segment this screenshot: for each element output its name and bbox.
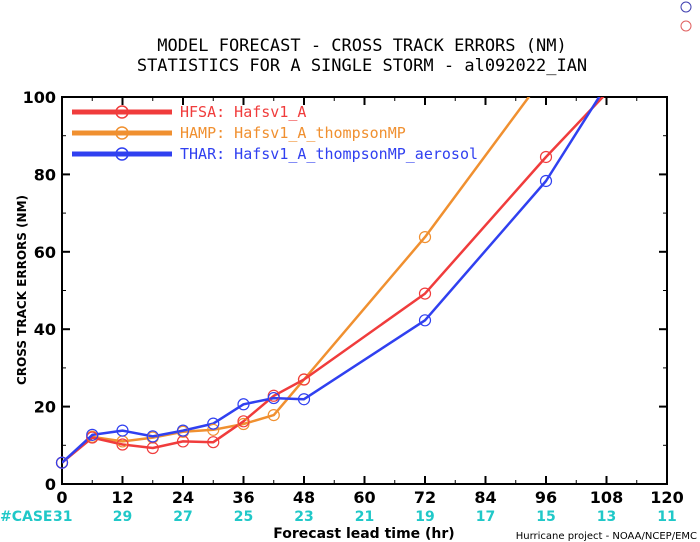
data-point-hfsa	[86, 431, 99, 444]
data-point-hfsa	[146, 441, 159, 455]
data-point-thar	[116, 424, 129, 437]
case-count: 25	[234, 509, 253, 525]
case-counts: 31 29 27 25 23 21 19 17 15 13 11	[53, 509, 677, 525]
y-tick-label: 40	[34, 320, 56, 339]
legend-label-hfsa: HFSA: Hafsv1_A	[180, 103, 306, 121]
case-count: 17	[476, 509, 495, 525]
y-tick-label: 60	[34, 243, 56, 262]
data-point-hamp	[207, 423, 220, 436]
data-point-hfsa	[207, 436, 220, 449]
case-count: 15	[536, 509, 555, 525]
case-count: 21	[355, 509, 374, 525]
data-point-thar	[86, 428, 99, 441]
case-count: 31	[53, 509, 72, 525]
data-point-thar	[267, 391, 280, 405]
data-point-thar	[146, 430, 159, 443]
data-point-thar	[176, 424, 190, 437]
legend: HFSA: Hafsv1_A HAMP: Hafsv1_A_thompsonMP T…	[72, 103, 478, 163]
y-axis: 0 20 40 60 80 100	[23, 88, 667, 494]
case-label: #CASE	[0, 509, 53, 525]
x-tick-label: 12	[111, 488, 133, 507]
data-point-hfsa	[116, 438, 129, 451]
legend-label-hamp: HAMP: Hafsv1_A_thompsonMP	[180, 124, 406, 142]
y-tick-label: 100	[23, 88, 56, 107]
data-point-hfsa	[418, 287, 432, 300]
x-tick-label: 96	[535, 488, 557, 507]
credit-text: Hurricane project - NOAA/NCEP/EMC	[516, 531, 697, 542]
data-point-hfsa	[237, 415, 250, 428]
case-count: 13	[597, 509, 616, 525]
corner-marker-blue	[680, 1, 692, 13]
x-tick-label: 48	[293, 488, 315, 507]
case-count: 27	[173, 509, 192, 525]
corner-marker-red	[680, 20, 692, 32]
x-tick-label: 84	[474, 488, 496, 507]
data-point-hamp	[418, 230, 432, 244]
case-count: 11	[657, 509, 676, 525]
case-count: 23	[294, 509, 313, 525]
y-axis-label: CROSS TRACK ERRORS (NM)	[15, 195, 29, 385]
x-axis-label: Forecast lead time (hr)	[273, 526, 454, 542]
legend-marker-thar	[115, 147, 129, 161]
y-tick-label: 80	[34, 165, 56, 184]
data-point-thar	[207, 417, 220, 430]
data-point-thar	[55, 456, 69, 469]
case-count: 19	[415, 509, 434, 525]
x-tick-label: 0	[56, 488, 67, 507]
x-tick-label: 60	[353, 488, 375, 507]
x-tick-label: 120	[650, 488, 683, 507]
x-tick-label: 72	[414, 488, 436, 507]
x-axis: 0 12 24 36 48 60 72 84 96 108 120	[56, 97, 684, 507]
series-markers	[55, 150, 553, 469]
data-point-hamp	[237, 417, 250, 431]
data-point-hamp	[267, 409, 280, 422]
data-point-hfsa	[539, 150, 553, 164]
x-tick-label: 24	[172, 488, 194, 507]
data-point-hfsa	[297, 373, 311, 386]
chart-subtitle: STATISTICS FOR A SINGLE STORM - al092022…	[137, 56, 587, 76]
legend-label-thar: THAR: Hafsv1_A_thompsonMP_aerosol	[180, 145, 478, 163]
data-point-thar	[237, 398, 250, 411]
x-tick-label: 108	[590, 488, 623, 507]
legend-marker-hfsa	[115, 105, 129, 119]
x-tick-label: 36	[232, 488, 254, 507]
data-point-thar	[539, 174, 553, 188]
chart-title: MODEL FORECAST - CROSS TRACK ERRORS (NM)	[157, 36, 566, 56]
y-tick-label: 20	[34, 398, 56, 417]
data-point-thar	[418, 314, 432, 327]
legend-marker-hamp	[115, 126, 129, 140]
case-count: 29	[113, 509, 132, 525]
data-point-thar	[297, 393, 311, 406]
y-tick-label: 0	[45, 475, 56, 494]
